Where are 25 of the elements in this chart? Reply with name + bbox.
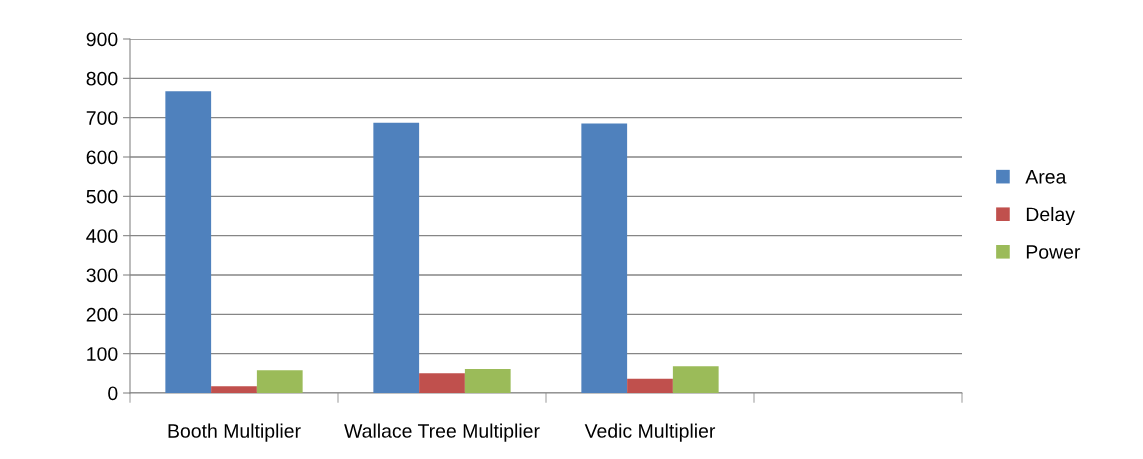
y-tick-label: 200 <box>86 307 118 322</box>
x-tick-label: Booth Multiplier <box>168 423 301 442</box>
bar <box>256 370 303 393</box>
y-tick-label: 600 <box>86 150 118 165</box>
legend-label: Area <box>1025 170 1067 184</box>
bar <box>419 373 465 393</box>
y-tick-label: 900 <box>86 32 118 47</box>
y-tick-label: 0 <box>108 386 118 401</box>
legend-label: Power <box>1026 245 1081 259</box>
bar <box>672 366 719 393</box>
y-tick-label: 400 <box>86 229 118 243</box>
bar <box>373 122 420 393</box>
legend-label: Delay <box>1026 206 1075 226</box>
x-tick-label: Vedic Multiplier <box>584 423 716 442</box>
bar <box>581 123 628 393</box>
y-tick-label: 700 <box>86 111 118 125</box>
x-tick-label: Wallace Tree Multiplier <box>344 423 540 442</box>
y-tick-label: 500 <box>86 189 118 204</box>
bar <box>211 386 257 393</box>
y-tick-label: 100 <box>87 347 118 361</box>
y-tick-label: 300 <box>86 268 118 283</box>
bar <box>464 369 511 393</box>
bar <box>165 91 212 393</box>
y-tick-label: 800 <box>86 71 118 86</box>
bar <box>627 378 673 393</box>
